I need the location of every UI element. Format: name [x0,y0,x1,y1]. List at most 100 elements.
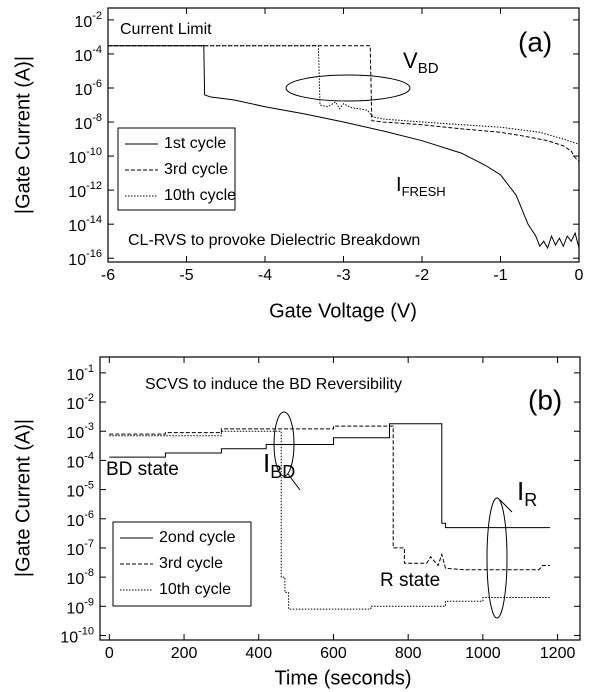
y-axis-title: |Gate Current (A)| [12,56,34,214]
y-tick-exponent: -6 [84,509,94,521]
y-tick-label: 10-5 [66,479,94,500]
y-tick-base: 10 [68,252,86,269]
x-tick-label: 0 [105,645,114,662]
y-tick-label: 10-2 [74,10,102,31]
y-tick-exponent: -9 [84,596,94,608]
panel-label: (b) [528,384,562,415]
y-tick-base: 10 [66,484,84,501]
y-tick-base: 10 [66,571,84,588]
ellipse [285,74,411,102]
annotation: IFRESH [396,174,446,199]
x-tick-label: 1200 [540,645,576,662]
annotation-sub: BD [270,462,295,482]
y-tick-label: 10-7 [66,538,94,559]
y-tick-exponent: -12 [86,180,102,192]
x-tick-label: 400 [245,645,272,662]
y-tick-label: 10-9 [66,596,94,617]
y-tick-label: 10-6 [66,509,94,530]
y-tick-label: 10-3 [66,421,94,442]
data-line [109,423,551,529]
y-tick-label: 10-4 [74,44,102,65]
x-tick-label: -1 [493,267,507,284]
data-line [108,45,580,250]
data-line [109,425,551,571]
legend-label: 3rd cycle [164,161,228,178]
x-tick-label: 800 [395,645,422,662]
x-axis-title: Gate Voltage (V) [269,300,417,322]
y-tick-exponent: -2 [84,392,94,404]
annotation-sub: BD [418,60,439,77]
y-tick-base: 10 [68,150,86,167]
annotation: Current Limit [120,21,212,38]
y-tick-base: 10 [66,513,84,530]
x-tick-label: -3 [336,267,350,284]
annotation: CL-RVS to provoke Dielectric Breakdown [128,232,420,249]
y-tick-label: 10-8 [74,112,102,133]
x-tick-label: 1000 [465,645,501,662]
y-tick-label: 10-16 [68,248,102,269]
x-tick-label: -2 [415,267,429,284]
y-tick-label: 10-6 [74,78,102,99]
y-tick-exponent: -3 [84,421,94,433]
y-tick-base: 10 [60,630,78,647]
legend-label: 3rd cycle [159,555,223,572]
y-tick-exponent: -10 [78,625,94,637]
y-tick-base: 10 [66,455,84,472]
y-tick-base: 10 [66,542,84,559]
x-tick-label: 600 [320,645,347,662]
y-tick-label: 10-10 [68,146,102,167]
y-tick-base: 10 [66,425,84,442]
y-tick-base: 10 [74,48,92,65]
annotation-sub: FRESH [402,184,446,199]
y-tick-base: 10 [74,14,92,31]
pointer [287,473,301,491]
annotation-sub: R [524,490,537,510]
legend-label: 10th cycle [164,187,236,204]
y-tick-base: 10 [68,218,86,235]
plot-frame [99,356,581,641]
x-tick-label: 200 [171,645,198,662]
annotation: VBD [403,48,439,77]
y-tick-base: 10 [74,116,92,133]
y-tick-label: 10-8 [66,567,94,588]
y-tick-exponent: -5 [84,479,94,491]
y-tick-exponent: -4 [84,450,94,462]
y-tick-exponent: -8 [84,567,94,579]
y-tick-exponent: -7 [84,538,94,550]
y-tick-base: 10 [66,601,84,618]
annotation-main: V [403,48,418,73]
y-tick-base: 10 [66,396,84,413]
y-tick-base: 10 [66,367,84,384]
y-tick-exponent: -1 [84,363,94,375]
y-tick-label: 10-2 [66,392,94,413]
annotation: SCVS to induce the BD Reversibility [145,376,402,393]
x-tick-label: 0 [575,267,584,284]
y-tick-exponent: -14 [86,214,102,226]
y-tick-exponent: -16 [86,248,102,260]
x-axis-title: Time (seconds) [274,667,411,689]
ellipse [486,497,508,619]
data-line [108,45,580,162]
x-tick-label: -6 [101,267,115,284]
annotation-main: I [263,448,270,478]
y-tick-exponent: -10 [86,146,102,158]
panel-label: (a) [518,26,552,57]
annotation-main: I [396,174,402,196]
legend-label: 10th cycle [159,581,231,598]
y-tick-exponent: -4 [92,44,102,56]
annotation: BD state [106,459,179,480]
y-axis-title: |Gate Current (A)| [12,419,34,577]
pointer [499,499,513,513]
legend-label: 2ond cycle [159,529,236,546]
y-tick-base: 10 [74,82,92,99]
y-tick-base: 10 [68,184,86,201]
annotation: IR [517,476,537,510]
annotation: R state [380,570,440,591]
y-tick-label: 10-4 [66,450,94,471]
y-tick-exponent: -6 [92,78,102,90]
y-tick-exponent: -8 [92,112,102,124]
y-tick-label: 10-10 [60,625,94,646]
x-tick-label: -5 [179,267,193,284]
annotation: IBD [263,448,295,482]
